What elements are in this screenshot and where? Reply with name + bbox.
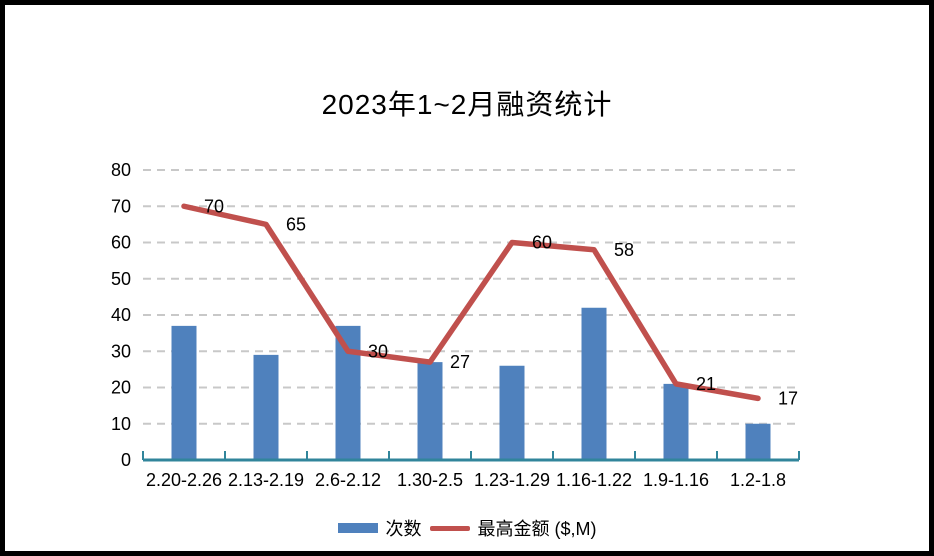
legend-item: 最高金额 ($,M) bbox=[429, 515, 597, 541]
x-axis-label: 2.13-2.19 bbox=[228, 470, 304, 490]
y-axis-label: 50 bbox=[111, 269, 131, 289]
y-axis-label: 20 bbox=[111, 378, 131, 398]
legend-item-label: 最高金额 ($,M) bbox=[477, 519, 597, 539]
line-data-label: 70 bbox=[204, 196, 224, 216]
y-axis-label: 40 bbox=[111, 305, 131, 325]
line-data-label: 58 bbox=[614, 240, 634, 260]
legend-line-swatch bbox=[429, 525, 470, 531]
bar-1.23-1.29 bbox=[499, 365, 525, 460]
bar-1.30-2.5 bbox=[417, 362, 443, 460]
line-data-label: 65 bbox=[286, 214, 306, 234]
chart-legend: 次数 最高金额 ($,M) bbox=[5, 515, 929, 541]
line-data-label: 30 bbox=[368, 341, 388, 361]
bar-1.16-1.22 bbox=[581, 307, 607, 460]
line-series bbox=[181, 203, 761, 402]
y-axis-label: 70 bbox=[111, 196, 131, 216]
chart-plot-area: 0 10 20 30 40 50 60 70 80 2.20-2.26 2.13-2.19 2.6-2… bbox=[111, 160, 800, 490]
bar-2.6-2.12 bbox=[335, 325, 361, 460]
x-axis-label: 1.9-1.16 bbox=[643, 470, 709, 490]
x-axis-label: 1.2-1.8 bbox=[730, 470, 786, 490]
legend-item-label: 次数 bbox=[385, 519, 422, 539]
legend-bar-swatch bbox=[337, 523, 378, 533]
x-axis-label: 1.23-1.29 bbox=[474, 470, 550, 490]
x-axis-label: 2.20-2.26 bbox=[146, 470, 222, 490]
y-axis-label: 80 bbox=[111, 160, 131, 180]
chart-title: 2023年1~2月融资统计 bbox=[321, 89, 613, 120]
line-data-label: 21 bbox=[696, 374, 716, 394]
bar-1.9-1.16 bbox=[663, 383, 689, 460]
y-axis-label: 30 bbox=[111, 341, 131, 361]
legend-item: 次数 bbox=[337, 515, 422, 541]
y-axis-label: 60 bbox=[111, 233, 131, 253]
x-axis-label: 2.6-2.12 bbox=[315, 470, 381, 490]
line-data-label: 60 bbox=[532, 233, 552, 253]
bar-2.13-2.19 bbox=[253, 354, 279, 460]
line-data-label: 17 bbox=[778, 388, 798, 408]
bar-2.20-2.26 bbox=[171, 325, 197, 460]
x-axis-label: 1.30-2.5 bbox=[397, 470, 463, 490]
y-axis-label: 0 bbox=[121, 450, 131, 470]
line-data-label: 27 bbox=[450, 352, 470, 372]
x-axis-label: 1.16-1.22 bbox=[556, 470, 632, 490]
y-axis-label: 10 bbox=[111, 414, 131, 434]
bar-1.2-1.8 bbox=[745, 423, 771, 460]
